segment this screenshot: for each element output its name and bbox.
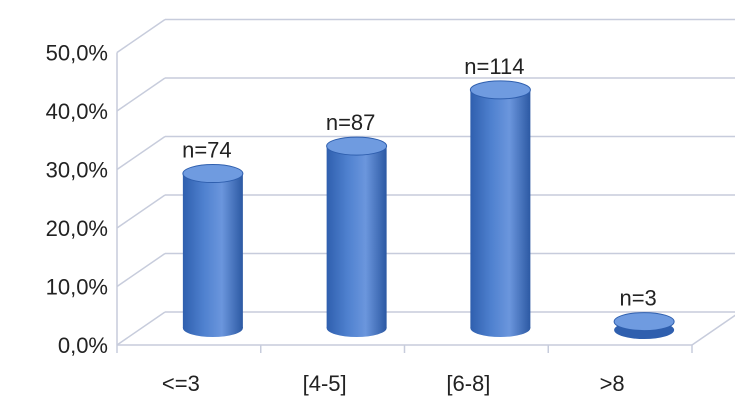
bar-bottom (326, 319, 387, 337)
bar-bottom (182, 319, 243, 337)
bar-top (613, 312, 675, 332)
bar (469, 80, 531, 337)
x-category-label: [6-8] (446, 371, 490, 396)
x-category-label: >8 (600, 371, 625, 396)
y-tick-label: 50,0% (46, 41, 108, 66)
gridline-connector (116, 135, 166, 171)
y-tick-label: 20,0% (46, 216, 108, 241)
data-label: n=74 (182, 138, 232, 163)
bars-layer: n=74 n=87 n=114 n=3 (182, 54, 675, 339)
y-tick-label: 0,0% (58, 333, 108, 358)
data-label: n=114 (464, 54, 524, 79)
bar-body (326, 146, 387, 328)
bar-bottom (470, 319, 531, 337)
bar-body (182, 173, 243, 328)
bar (613, 312, 675, 339)
y-tick-label: 30,0% (46, 158, 108, 183)
bar-body (470, 89, 531, 328)
grid-layer (116, 18, 735, 353)
data-label: n=3 (619, 286, 656, 311)
x-category-label: [4-5] (303, 371, 347, 396)
gridline-connector (116, 194, 166, 229)
data-label: n=87 (326, 110, 376, 135)
gridline-connector (116, 252, 166, 288)
x-axis-categories: <=3 [4-5] [6-8] >8 (162, 371, 625, 396)
bar (182, 164, 244, 337)
y-tick-label: 40,0% (46, 99, 108, 124)
floor-right-edge (691, 314, 735, 346)
gridline-connector (116, 311, 166, 346)
bar-top (469, 80, 531, 100)
gridline-connector (116, 18, 166, 54)
x-category-label: <=3 (162, 371, 200, 396)
bar-top (182, 164, 244, 184)
bar-top (326, 136, 388, 156)
gridline-connector (116, 77, 166, 112)
y-axis-ticks: 0,0% 10,0% 20,0% 30,0% 40,0% 50,0% (46, 41, 108, 359)
bar (326, 136, 388, 337)
y-tick-label: 10,0% (46, 275, 108, 300)
